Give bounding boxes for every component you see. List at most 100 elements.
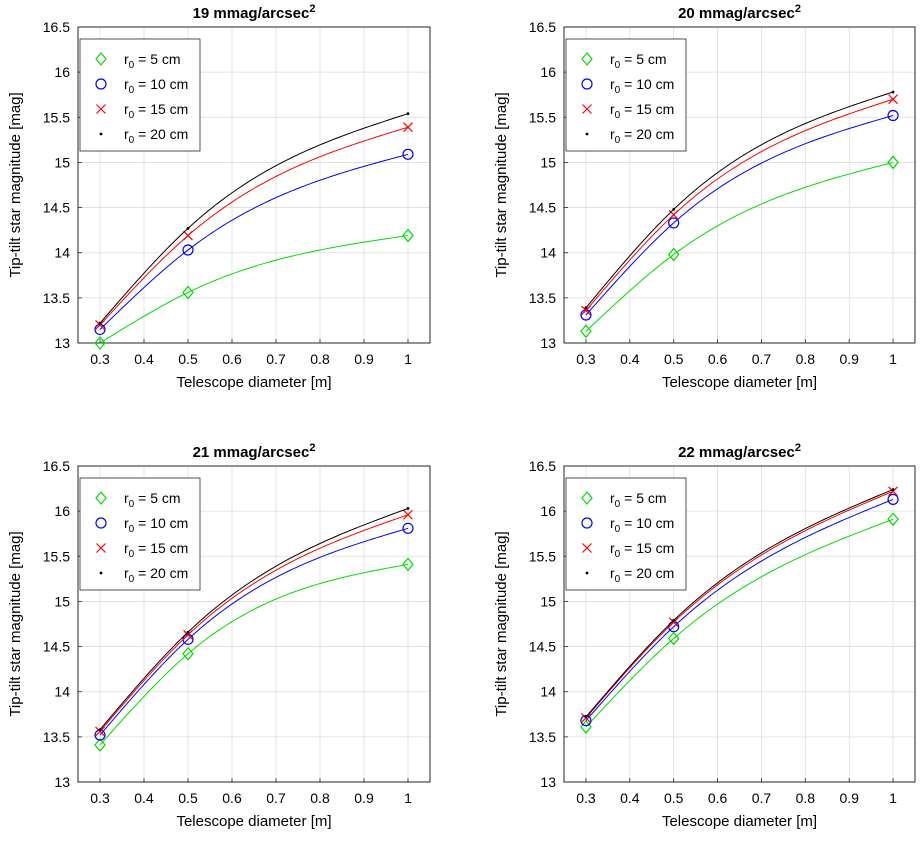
- series-line-2: [585, 114, 894, 316]
- x-tick-label: 0.7: [266, 351, 286, 367]
- x-tick-label: 0.4: [620, 351, 640, 367]
- series-line-3: [585, 98, 894, 311]
- series-1-point: [667, 631, 680, 646]
- series-2-point: [887, 109, 899, 122]
- legend-text: = 20 cm: [620, 565, 674, 581]
- x-axis-label: Telescope diameter [m]: [176, 374, 331, 391]
- x-tick-label: 0.6: [708, 790, 728, 806]
- series-3-point: [888, 486, 898, 497]
- series-1-point: [182, 285, 194, 300]
- x-tick-label: 0.5: [178, 351, 198, 367]
- legend-text: = 10 cm: [620, 515, 674, 531]
- series-2-point: [887, 493, 899, 506]
- x-tick-label: 1: [404, 790, 412, 806]
- series-1-point: [402, 228, 414, 243]
- y-tick-label: 16: [54, 64, 70, 80]
- series-4-point: [672, 207, 676, 211]
- legend-text: r: [124, 490, 129, 506]
- legend-subscript: 0: [615, 85, 621, 96]
- legend-text: r: [610, 565, 615, 581]
- legend-box: [79, 477, 201, 591]
- legend-text: = 10 cm: [134, 76, 188, 92]
- legend-subscript: 0: [129, 574, 135, 585]
- legend-entry-2: r0 = 10 cm: [124, 515, 188, 535]
- legend-text: r: [610, 51, 615, 67]
- chart-title-superscript: 2: [795, 3, 801, 15]
- y-tick-label: 13: [540, 335, 556, 351]
- legend-box: [565, 477, 687, 591]
- chart-title-superscript: 2: [309, 442, 315, 454]
- y-tick-label: 13.5: [529, 729, 556, 745]
- x-tick-label: 0.9: [839, 351, 859, 367]
- x-tick-label: 0.6: [708, 351, 728, 367]
- chart-title-text: 19 mmag/arcsec: [193, 5, 310, 22]
- x-tick-label: 0.3: [576, 790, 596, 806]
- legend-marker-4: [99, 132, 103, 136]
- legend-entry-1: r0 = 5 cm: [610, 490, 667, 510]
- legend-subscript: 0: [129, 135, 135, 146]
- legend-subscript: 0: [615, 135, 621, 146]
- legend-entry-2: r0 = 10 cm: [124, 76, 188, 96]
- series-1-point: [887, 512, 899, 527]
- legend-text: r: [610, 76, 615, 92]
- legend-text: = 15 cm: [620, 101, 674, 117]
- chart-title: 22 mmag/arcsec2: [678, 442, 801, 461]
- series-2-point: [402, 148, 414, 160]
- legend-subscript: 0: [615, 60, 621, 71]
- chart-title-text: 20 mmag/arcsec: [678, 5, 795, 22]
- series-4-point: [186, 630, 190, 634]
- series-3-point: [581, 305, 591, 316]
- series-4-point: [406, 507, 410, 510]
- series-4-point: [891, 488, 895, 491]
- legend-box: [565, 38, 687, 152]
- chart-title-superscript: 2: [309, 3, 315, 15]
- legend-subscript: 0: [615, 524, 621, 535]
- y-tick-label: 13: [54, 774, 70, 790]
- legend-entry-3: r0 = 15 cm: [124, 101, 188, 121]
- legend-marker-1: [581, 52, 593, 66]
- x-tick-label: 0.6: [222, 790, 242, 806]
- x-tick-label: 0.7: [752, 351, 772, 367]
- y-tick-label: 16.5: [529, 19, 556, 35]
- y-tick-label: 14.5: [43, 639, 70, 655]
- series-4-point: [891, 90, 895, 94]
- legend-text: r: [124, 565, 129, 581]
- x-tick-label: 0.8: [310, 790, 330, 806]
- y-axis-label: Tip-tilt star magnitude [mag]: [7, 92, 24, 277]
- legend-text: r: [124, 51, 129, 67]
- legend-entry-2: r0 = 10 cm: [610, 515, 674, 535]
- y-tick-label: 16: [540, 503, 556, 519]
- x-tick-label: 0.8: [310, 351, 330, 367]
- legend-entry-3: r0 = 15 cm: [610, 540, 674, 560]
- legend-entry-4: r0 = 20 cm: [610, 126, 674, 146]
- legend-marker-4: [585, 571, 589, 575]
- y-tick-label: 14.5: [43, 200, 70, 216]
- x-tick-label: 1: [889, 351, 897, 367]
- series-4-point: [672, 618, 676, 622]
- legend-entry-2: r0 = 10 cm: [610, 76, 674, 96]
- y-tick-label: 16: [540, 64, 556, 80]
- legend-marker-1: [581, 491, 593, 505]
- y-tick-label: 14: [540, 245, 556, 261]
- series-2-point: [402, 522, 414, 534]
- y-tick-label: 14.5: [529, 639, 556, 655]
- legend-marker-3: [96, 104, 106, 114]
- series-line-4: [585, 489, 894, 718]
- series-4-point: [186, 226, 190, 230]
- series-1-point: [580, 324, 592, 339]
- legend-text: r: [610, 515, 615, 531]
- chart-panel-3: 0.3 0.4 0.5 0.6 0.7 0.8 0.9 1 13 13.5 14 14.5 15 15.5…: [7, 442, 431, 830]
- legend-text: = 10 cm: [134, 515, 188, 531]
- series-3-point: [183, 230, 193, 241]
- y-tick-label: 15.5: [529, 548, 556, 564]
- series-line-2: [99, 527, 409, 736]
- series-2-point: [182, 244, 194, 256]
- y-tick-label: 16.5: [43, 458, 70, 474]
- legend-text: r: [610, 126, 615, 142]
- series-4-point: [584, 306, 588, 310]
- y-tick-label: 15.5: [43, 109, 70, 125]
- axes-box: [77, 465, 431, 783]
- chart-panel-2: 0.3 0.4 0.5 0.6 0.7 0.8 0.9 1 13 13.5 14 14.5 15 15.5…: [493, 3, 916, 391]
- series-line-1: [99, 235, 409, 344]
